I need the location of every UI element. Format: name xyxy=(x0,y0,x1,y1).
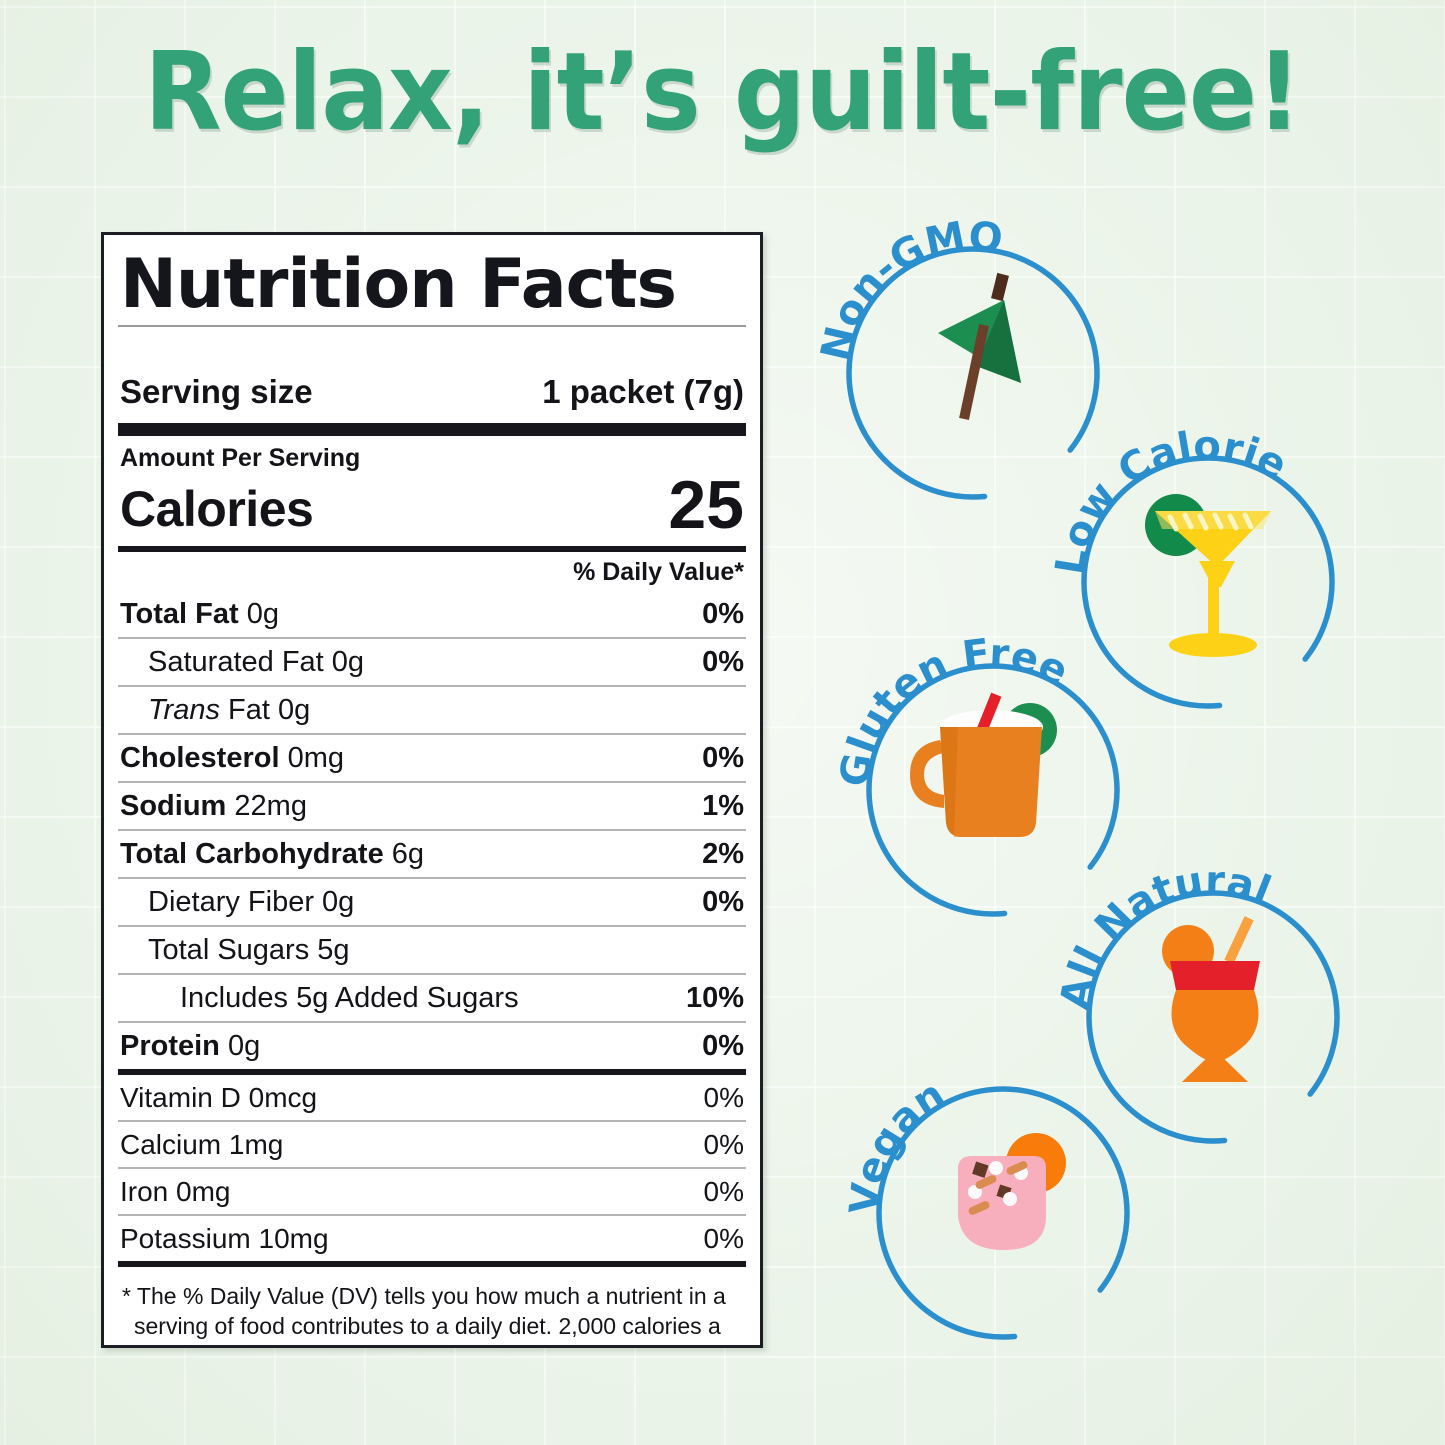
vitamin-name: Calcium 1mg xyxy=(120,1128,284,1160)
serving-size-label: Serving size xyxy=(120,373,313,410)
margarita-glass-icon xyxy=(1145,494,1271,657)
nutrient-row: Total Carbohydrate 6g 2% xyxy=(104,831,760,877)
nutrient-name: Includes 5g Added Sugars xyxy=(180,981,519,1014)
calories-value: 25 xyxy=(668,467,744,543)
beach-umbrella-icon xyxy=(938,272,1021,420)
vitamin-name: Iron 0mg xyxy=(120,1175,231,1207)
nutrient-name: Trans Fat 0g xyxy=(148,693,311,726)
nutrient-row: Includes 5g Added Sugars 10% xyxy=(104,975,760,1021)
badge-label: Vegan xyxy=(841,1071,953,1216)
nutrient-daily-value: 0% xyxy=(702,645,744,678)
vitamin-row: Potassium 10mg 0% xyxy=(104,1216,760,1261)
nutrient-daily-value: 0% xyxy=(702,1029,744,1062)
vitamin-row: Calcium 1mg 0% xyxy=(104,1122,760,1167)
nutrient-name: Total Sugars 5g xyxy=(148,933,350,966)
vitamin-row: Vitamin D 0mcg 0% xyxy=(104,1075,760,1120)
frozen-drink-icon xyxy=(958,1133,1066,1250)
nutrient-name: Protein 0g xyxy=(120,1029,261,1062)
nutrient-daily-value: 2% xyxy=(702,837,744,870)
nutrition-facts-title: Nutrition Facts xyxy=(120,245,677,324)
vitamin-daily-value: 0% xyxy=(703,1081,744,1113)
page-headline: Relax, it’s guilt-free! xyxy=(144,30,1302,155)
nutrient-name: Dietary Fiber 0g xyxy=(148,885,355,918)
nutrient-row: Protein 0g 0% xyxy=(104,1023,760,1069)
nutrient-row: Sodium 22mg 1% xyxy=(104,783,760,829)
nutrient-daily-value: 0% xyxy=(702,597,744,630)
nutrient-name: Saturated Fat 0g xyxy=(148,645,365,678)
vitamin-daily-value: 0% xyxy=(703,1175,744,1207)
nutrient-rows: Total Fat 0g 0% Saturated Fat 0g 0% Trans Fa… xyxy=(104,591,760,1069)
daily-value-header: % Daily Value* xyxy=(573,557,744,586)
hurricane-cocktail-icon xyxy=(1162,916,1260,1082)
vitamin-row: Iron 0mg 0% xyxy=(104,1169,760,1214)
nutrient-name: Total Fat 0g xyxy=(120,597,280,630)
calories-label: Calories xyxy=(120,480,314,537)
vitamin-rows: Vitamin D 0mcg 0% Calcium 1mg 0% Iron 0mg 0% P… xyxy=(104,1075,760,1261)
copper-mug-icon xyxy=(910,692,1057,837)
vitamin-daily-value: 0% xyxy=(703,1222,744,1254)
vitamin-name: Potassium 10mg xyxy=(120,1222,329,1254)
nutrition-facts-panel: Nutrition Facts Serving size 1 packet (7… xyxy=(101,232,763,1348)
nutrient-row: Dietary Fiber 0g 0% xyxy=(104,879,760,925)
daily-value-footnote: * The % Daily Value (DV) tells you how m… xyxy=(122,1282,726,1345)
serving-divider-bar xyxy=(118,423,746,436)
nutrient-name: Sodium 22mg xyxy=(120,789,307,822)
badge-vegan[interactable]: Vegan xyxy=(841,1068,1148,1358)
nutrient-row: Total Fat 0g 0% xyxy=(104,591,760,637)
vitamin-name: Vitamin D 0mcg xyxy=(120,1081,318,1113)
nutrient-daily-value: 1% xyxy=(702,789,744,822)
nutrient-daily-value: 10% xyxy=(685,981,744,1014)
nutrient-row: Trans Fat 0g xyxy=(104,687,760,733)
nutrient-daily-value: 0% xyxy=(702,741,744,774)
nutrient-row: Saturated Fat 0g 0% xyxy=(104,639,760,685)
calories-row: Calories 25 xyxy=(104,467,760,546)
amount-per-serving-label: Amount Per Serving xyxy=(120,444,361,472)
serving-size-row: Serving size 1 packet (7g) xyxy=(104,327,760,423)
serving-size-value: 1 packet (7g) xyxy=(542,373,744,410)
nutrient-row: Total Sugars 5g xyxy=(104,927,760,973)
vitamin-daily-value: 0% xyxy=(703,1128,744,1160)
nutrient-name: Cholesterol 0mg xyxy=(120,741,345,774)
nutrient-name: Total Carbohydrate 6g xyxy=(120,837,425,870)
nutrient-daily-value: 0% xyxy=(702,885,744,918)
nutrient-row: Cholesterol 0mg 0% xyxy=(104,735,760,781)
